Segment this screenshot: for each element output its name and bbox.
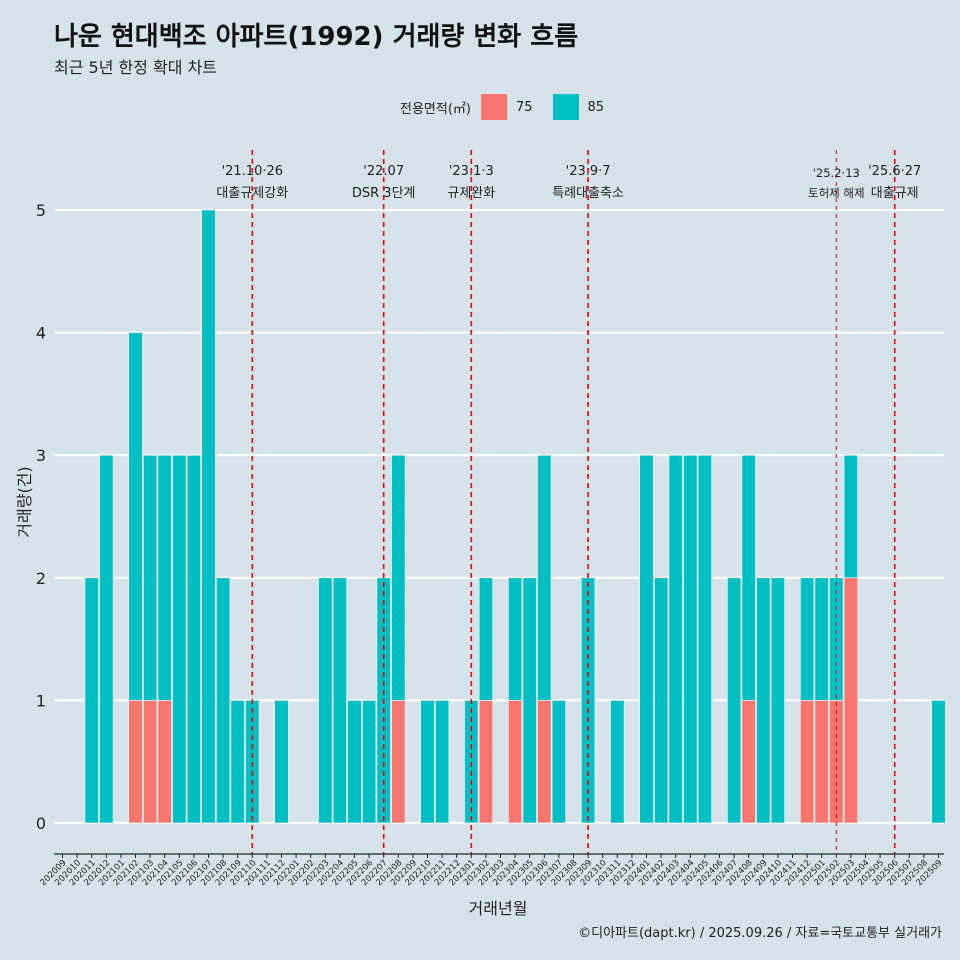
y-tick-label-2: 2 — [36, 569, 46, 588]
y-tick-label-3: 3 — [36, 446, 46, 465]
event-label-3: 특례대출축소 — [552, 186, 624, 201]
bar-85-202410 — [770, 577, 785, 824]
bar-85-202302 — [478, 577, 494, 701]
event-date-5: '25.6·27 — [868, 164, 921, 179]
bar-85-202011 — [84, 577, 99, 824]
bar-75-202103 — [143, 700, 158, 824]
bar-85-202203 — [318, 577, 333, 824]
legend-swatch-85 — [552, 94, 579, 120]
bar-85-202306 — [537, 454, 552, 701]
bar-85-202412 — [799, 577, 815, 701]
bar-85-202211 — [434, 700, 450, 824]
chart-subtitle: 최근 5년 한정 확대 차트 — [54, 58, 218, 77]
bar-75-202304 — [507, 700, 523, 824]
event-label-1: DSR 3단계 — [352, 186, 416, 201]
bar-85-202311 — [610, 700, 625, 824]
bar-85-202501 — [814, 577, 829, 701]
y-axis-title: 거래량(건) — [15, 466, 34, 537]
legend-entry-85: 85 — [552, 94, 619, 120]
bar-85-202307 — [551, 700, 566, 824]
bar-85-202108 — [216, 577, 231, 824]
bar-85-202409 — [756, 577, 771, 824]
bar-85-202402 — [653, 577, 669, 824]
y-tick-label-1: 1 — [36, 691, 46, 710]
legend-label-75: 75 — [515, 99, 533, 115]
event-date-3: '23.9·7 — [566, 164, 611, 179]
bar-85-202107 — [201, 209, 216, 824]
bar-85-202205 — [347, 700, 362, 824]
legend: 전용면적(㎡) 75 85 — [400, 93, 624, 121]
bar-85-202206 — [361, 700, 377, 824]
event-date-1: '22.07 — [363, 164, 404, 179]
legend-swatch-75 — [480, 94, 507, 120]
x-axis-title: 거래년월 — [469, 899, 528, 918]
bar-75-202102 — [128, 700, 143, 824]
y-tick-label-4: 4 — [36, 324, 46, 343]
event-date-4: '25.2·13 — [813, 166, 860, 180]
bar-85-202405 — [697, 454, 712, 824]
legend-entry-75: 75 — [480, 94, 547, 120]
caption: ©디아파트(dapt.kr) / 2025.09.26 / 자료=국토교통부 실… — [578, 926, 942, 941]
bar-75-202302 — [478, 700, 494, 824]
bar-85-202401 — [639, 454, 654, 824]
event-date-2: '23.1·3 — [449, 164, 494, 179]
bar-85-202112 — [274, 700, 289, 824]
bar-85-202109 — [230, 700, 245, 824]
bar-85-202012 — [99, 454, 114, 824]
bar-85-202404 — [683, 454, 698, 824]
legend-title: 전용면적(㎡) — [400, 101, 471, 117]
bar-75-202412 — [799, 700, 815, 824]
bar-85-202106 — [186, 454, 202, 824]
bar-85-202104 — [157, 454, 172, 701]
bar-75-202306 — [537, 700, 552, 824]
legend-label-85: 85 — [587, 99, 605, 115]
bar-85-202102 — [128, 332, 143, 701]
bar-85-202210 — [420, 700, 435, 824]
event-label-2: 규제완화 — [447, 186, 495, 201]
bar-85-202407 — [726, 577, 742, 824]
event-label-5: 대출규제 — [871, 186, 919, 201]
event-label-4: 토허제 해제 — [808, 186, 865, 200]
y-tick-label-5: 5 — [36, 201, 46, 220]
event-date-0: '21.10·26 — [222, 164, 283, 179]
bar-85-202305 — [522, 577, 537, 824]
y-tick-label-0: 0 — [36, 814, 46, 833]
bar-75-202408 — [741, 700, 756, 824]
chart-title: 나운 현대백조 아파트(1992) 거래량 변화 흐름 — [54, 22, 579, 52]
bar-85-202503 — [843, 454, 858, 579]
bar-85-202403 — [668, 454, 683, 824]
event-label-0: 대출규제강화 — [216, 186, 288, 201]
bar-75-202104 — [157, 700, 172, 824]
bar-85-202509 — [931, 700, 946, 824]
bar-85-202103 — [143, 454, 158, 701]
bar-75-202208 — [391, 700, 406, 824]
bar-85-202204 — [332, 577, 348, 824]
bar-85-202105 — [172, 454, 187, 824]
bar-75-202501 — [814, 700, 829, 824]
bar-85-202304 — [507, 577, 523, 701]
bar-75-202503 — [843, 577, 858, 824]
bar-85-202408 — [741, 454, 756, 701]
bar-85-202208 — [391, 454, 406, 701]
